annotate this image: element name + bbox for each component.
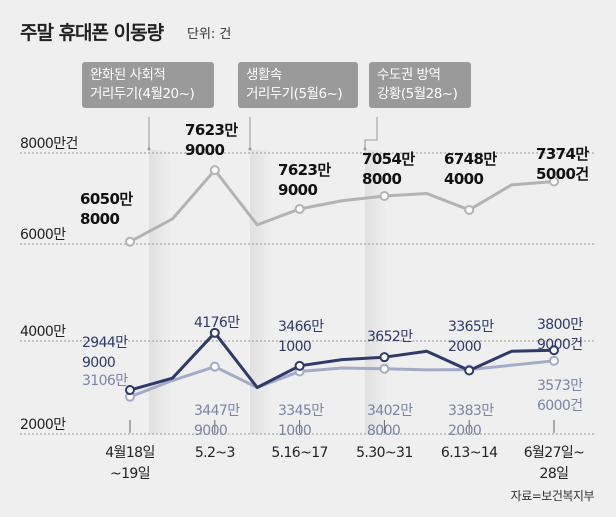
light-value-label-2: 6000건 xyxy=(537,398,583,414)
event-2-line1: 생활속 xyxy=(246,67,282,83)
dark-value-label-2: 1000 xyxy=(278,339,311,355)
event-pointer-dot-3 xyxy=(363,147,367,151)
dark-series-point xyxy=(549,345,559,356)
light-value-label: 3106만 xyxy=(82,373,128,389)
event-1-line2: 거리두기(4월20~) xyxy=(90,86,195,102)
unit-label: 단위: 건 xyxy=(187,27,232,42)
total-series-point xyxy=(294,203,305,214)
light-value-label: 3447만 xyxy=(194,403,240,419)
ytick-6000-label: 6000만 xyxy=(20,227,66,243)
total-value-label-2: 8000 xyxy=(362,170,402,188)
light-value-label-2: 9000 xyxy=(194,423,227,439)
event-callout-1: 완화된 사회적 거리두기(4월20~) xyxy=(82,62,214,108)
shaded-band-2 xyxy=(250,150,272,434)
dark-value-label: 3800만 xyxy=(537,317,583,333)
total-value-label-2: 9000 xyxy=(185,141,225,159)
event-2-line2: 거리두기(5월6~) xyxy=(246,86,343,102)
dark-value-label-2: 9000건 xyxy=(537,337,583,353)
dark-series-point xyxy=(209,327,220,338)
event-1-line1: 완화된 사회적 xyxy=(90,67,166,83)
event-3-line2: 강황(5월28~) xyxy=(377,86,458,102)
total-series-point xyxy=(209,165,220,176)
event-3-line1: 수도권 방역 xyxy=(377,67,441,83)
light-value-label-2: 2000 xyxy=(448,423,481,439)
total-series-point xyxy=(549,176,559,187)
total-series-line xyxy=(129,168,555,244)
total-series-point xyxy=(125,236,135,247)
total-value-label-2: 8000 xyxy=(80,210,120,228)
ytick-2000-label: 2000만 xyxy=(20,417,66,433)
total-value-label-2: 9000 xyxy=(278,181,318,199)
light-value-label: 3345만 xyxy=(278,403,324,419)
dark-value-label: 3652만 xyxy=(367,329,413,345)
total-value-label: 7623만 xyxy=(185,121,238,139)
event-3-pointer xyxy=(364,117,378,148)
dark-value-label: 2944만 xyxy=(82,335,128,351)
event-callout-3: 수도권 방역 강황(5월28~) xyxy=(369,62,471,108)
dark-value-label-2: 2000 xyxy=(448,339,481,355)
dark-value-label: 3365만 xyxy=(448,319,494,335)
light-series-line xyxy=(129,359,555,399)
total-value-label: 6748만 xyxy=(444,150,497,168)
total-series-point xyxy=(464,204,475,215)
ytick-8000-label: 8000만건 xyxy=(20,136,78,152)
total-value-label-2: 4000 xyxy=(444,170,484,188)
chart-title: 주말 휴대폰 이동량 xyxy=(20,22,164,44)
dark-series-line xyxy=(129,331,555,392)
ytick-4000-label: 4000만 xyxy=(20,324,66,340)
total-value-label-2: 5000건 xyxy=(536,165,589,183)
light-value-label: 3573만 xyxy=(537,378,583,394)
event-pointer-dot-1 xyxy=(147,147,151,151)
light-series-point xyxy=(549,355,559,366)
light-series-point xyxy=(209,361,220,372)
shaded-band-3 xyxy=(365,150,387,434)
x-tick-label: 6.13~14 xyxy=(441,445,498,461)
total-value-label: 6050만 xyxy=(80,190,133,208)
total-value-label: 7374만 xyxy=(536,145,589,163)
x-tick-label: 5.2~3 xyxy=(195,445,235,461)
light-value-label-2: 8000 xyxy=(367,423,400,439)
light-value-label: 3402만 xyxy=(367,403,413,419)
dark-series-point xyxy=(464,365,475,376)
x-tick-label-2: ~19일 xyxy=(110,466,150,482)
total-value-label: 7623만 xyxy=(278,161,331,179)
light-value-label: 3383만 xyxy=(448,403,494,419)
light-value-label-2: 1000 xyxy=(278,423,311,439)
source-note: 자료=보건복지부 xyxy=(510,489,595,503)
total-series-point xyxy=(379,191,390,202)
x-tick-label: 5.16~17 xyxy=(271,445,328,461)
event-pointer-dot-2 xyxy=(248,147,252,151)
dark-value-label: 4176만 xyxy=(194,315,240,331)
event-callout-2: 생활속 거리두기(5월6~) xyxy=(238,62,358,108)
x-tick-label: 6월27일~ xyxy=(524,445,585,461)
shaded-band-1 xyxy=(149,150,171,434)
x-tick-label-2: 28일 xyxy=(540,466,569,482)
x-tick-label: 4월18일 xyxy=(105,445,154,461)
x-tick-label: 5.30~31 xyxy=(356,445,413,461)
dark-value-label-2: 9000 xyxy=(82,355,115,371)
light-series-point xyxy=(379,363,390,374)
total-value-label: 7054만 xyxy=(362,150,415,168)
dark-series-point xyxy=(379,352,390,363)
dark-series-point xyxy=(294,360,305,371)
dark-series-point xyxy=(125,385,135,396)
dark-value-label: 3466만 xyxy=(278,319,324,335)
